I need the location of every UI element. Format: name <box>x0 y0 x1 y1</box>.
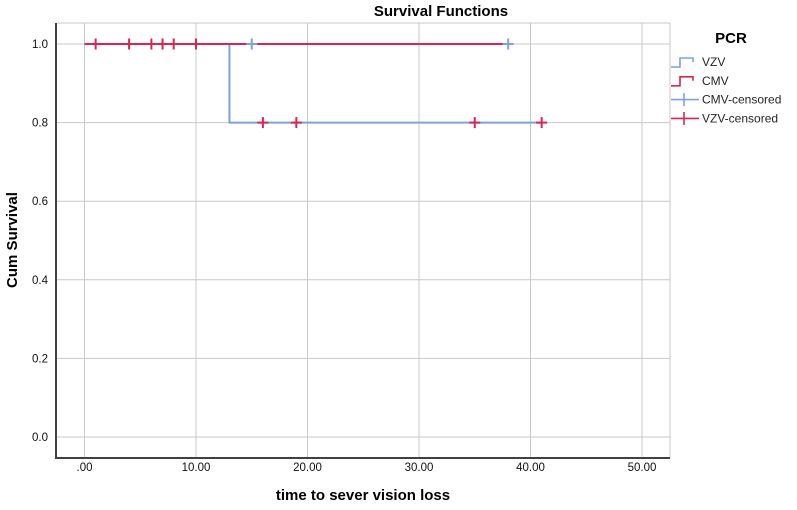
censor-marks <box>90 38 548 129</box>
y-tick-label: 0.6 <box>32 196 48 208</box>
legend: PCR VZV CMV CMV-censored VZV-censored <box>671 30 781 125</box>
y-tick-labels: 0.0 0.2 0.4 0.6 0.8 1.0 <box>32 39 49 444</box>
y-axis-label: Cum Survival <box>4 192 21 288</box>
gridlines <box>56 23 670 458</box>
y-tick-label: 0.8 <box>32 118 48 130</box>
legend-step-line-glyph <box>671 57 694 68</box>
y-tick-label: 0.2 <box>32 353 48 365</box>
legend-entry-label: VZV <box>702 55 725 69</box>
x-tick-labels: .00 10.00 20.00 30.00 40.00 50.00 <box>77 462 657 474</box>
legend-entry-label: CMV-censored <box>702 93 781 107</box>
x-tick-label: 20.00 <box>293 462 322 474</box>
x-tick-label: .00 <box>77 462 93 474</box>
x-tick-label: 30.00 <box>405 462 434 474</box>
series-line-vzv <box>84 43 542 124</box>
y-tick-label: 1.0 <box>32 39 48 51</box>
chart-title: Survival Functions <box>374 3 508 20</box>
y-tick-label: 0.4 <box>32 275 49 287</box>
legend-step-line-glyph <box>671 76 694 87</box>
legend-entry-label: VZV-censored <box>702 111 778 125</box>
x-tick-label: 10.00 <box>182 462 211 474</box>
legend-entries: VZV CMV CMV-censored VZV-censored <box>671 55 781 125</box>
y-tick-label: 0.0 <box>32 432 48 444</box>
x-axis-label: time to sever vision loss <box>276 487 450 504</box>
x-tick-label: 50.00 <box>628 462 657 474</box>
x-tick-label: 40.00 <box>516 462 545 474</box>
legend-entry-label: CMV <box>702 74 729 88</box>
plot-frame <box>55 22 671 459</box>
series-lines <box>84 43 542 124</box>
legend-title: PCR <box>715 30 747 47</box>
